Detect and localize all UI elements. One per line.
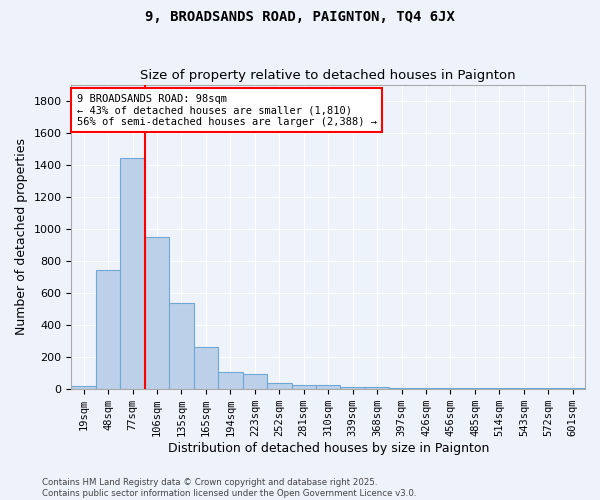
Bar [365, 387, 389, 389]
X-axis label: Distribution of detached houses by size in Paignton: Distribution of detached houses by size … [167, 442, 489, 455]
Title: Size of property relative to detached houses in Paignton: Size of property relative to detached ho… [140, 69, 516, 82]
Bar [389, 388, 414, 389]
Bar [316, 385, 340, 389]
Bar [121, 158, 145, 389]
Bar [560, 388, 585, 389]
Bar [71, 386, 96, 389]
Bar [536, 388, 560, 389]
Bar [194, 346, 218, 389]
Bar [169, 304, 194, 389]
Bar [414, 388, 438, 389]
Bar [292, 385, 316, 389]
Bar [145, 237, 169, 389]
Bar [267, 383, 292, 389]
Bar [487, 388, 512, 389]
Bar [218, 372, 242, 389]
Bar [463, 388, 487, 389]
Bar [96, 270, 121, 389]
Text: 9 BROADSANDS ROAD: 98sqm
← 43% of detached houses are smaller (1,810)
56% of sem: 9 BROADSANDS ROAD: 98sqm ← 43% of detach… [77, 94, 377, 127]
Bar [242, 374, 267, 389]
Text: Contains HM Land Registry data © Crown copyright and database right 2025.
Contai: Contains HM Land Registry data © Crown c… [42, 478, 416, 498]
Bar [438, 388, 463, 389]
Text: 9, BROADSANDS ROAD, PAIGNTON, TQ4 6JX: 9, BROADSANDS ROAD, PAIGNTON, TQ4 6JX [145, 10, 455, 24]
Bar [340, 387, 365, 389]
Y-axis label: Number of detached properties: Number of detached properties [15, 138, 28, 336]
Bar [512, 388, 536, 389]
